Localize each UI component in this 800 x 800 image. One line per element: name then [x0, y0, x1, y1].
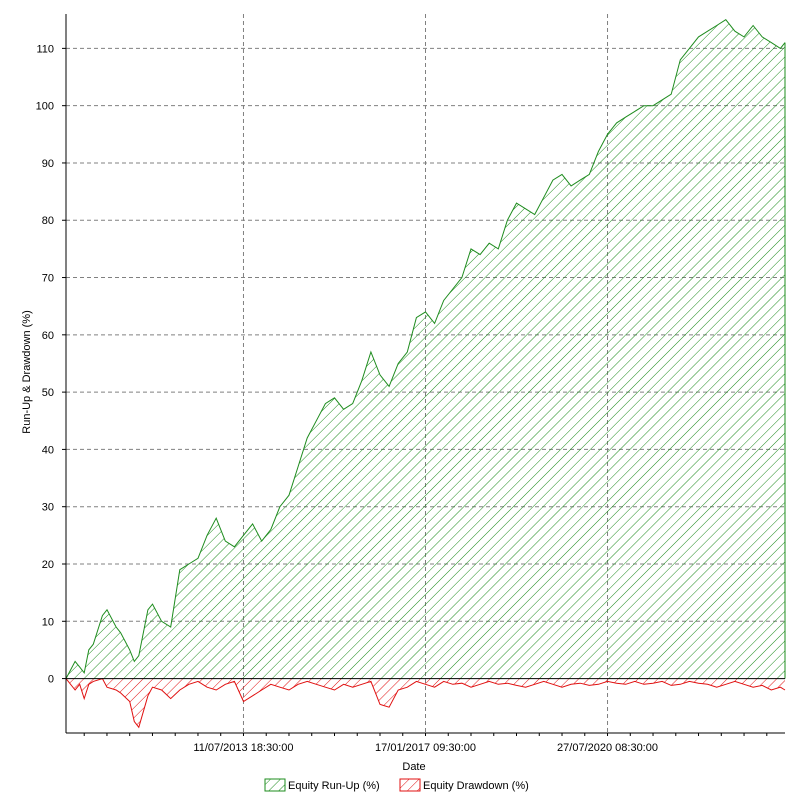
- y-tick-label: 20: [42, 559, 54, 571]
- legend-label-runup: Equity Run-Up (%): [288, 780, 380, 792]
- legend-item-runup[interactable]: Equity Run-Up (%): [264, 778, 380, 792]
- x-tick-label: 27/07/2020 08:30:00: [557, 742, 658, 754]
- x-tick-label: 17/01/2017 09:30:00: [375, 742, 476, 754]
- y-tick-label: 70: [42, 273, 54, 285]
- y-tick-label: 60: [42, 330, 54, 342]
- y-tick-label: 90: [42, 158, 54, 170]
- runup-line: [65, 19, 786, 679]
- drawdown-area: [66, 678, 785, 728]
- x-axis-title: Date: [402, 761, 425, 773]
- runup-area: [66, 19, 785, 679]
- legend-item-drawdown[interactable]: Equity Drawdown (%): [399, 778, 529, 792]
- axes: [62, 14, 785, 736]
- series-areas: [65, 19, 786, 729]
- y-tick-label: 80: [42, 215, 54, 227]
- y-tick-label: 50: [42, 387, 54, 399]
- y-tick-label: 0: [48, 674, 54, 686]
- tick-labels: 0 10 20 30 40 50 60 70 80 90 100 110 11/07/2013 18:3…: [36, 43, 658, 754]
- y-tick-label: 100: [36, 101, 54, 113]
- legend-swatch-drawdown: [399, 778, 421, 792]
- y-axis-title: Run-Up & Drawdown (%): [21, 310, 33, 433]
- y-tick-label: 30: [42, 502, 54, 514]
- legend: Equity Run-Up (%) Equity Drawdown (%): [264, 778, 529, 792]
- y-tick-label: 40: [42, 444, 54, 456]
- legend-swatch-runup: [264, 778, 286, 792]
- y-tick-label: 110: [36, 43, 54, 55]
- drawdown-line: [65, 678, 786, 729]
- x-tick-label: 11/07/2013 18:30:00: [193, 742, 293, 754]
- y-tick-label: 10: [42, 616, 54, 628]
- legend-label-drawdown: Equity Drawdown (%): [423, 780, 529, 792]
